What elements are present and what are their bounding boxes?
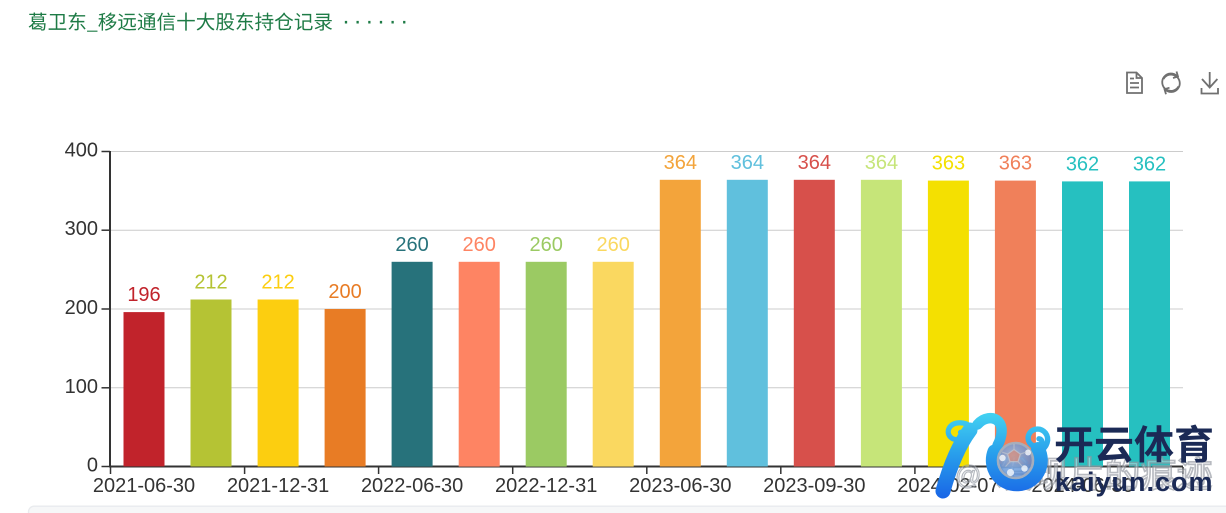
svg-text:200: 200 [65, 297, 98, 319]
svg-text:260: 260 [597, 234, 630, 256]
svg-text:212: 212 [194, 272, 227, 294]
svg-text:260: 260 [463, 234, 496, 256]
svg-text:212: 212 [261, 272, 294, 294]
svg-text:2023-09-30: 2023-09-30 [763, 475, 865, 497]
svg-text:kaiyun.com: kaiyun.com [1055, 467, 1214, 497]
svg-text:300: 300 [65, 218, 98, 240]
svg-text:362: 362 [1133, 153, 1166, 175]
svg-text:363: 363 [932, 153, 965, 175]
svg-text:· · · · · ·: · · · · · · [342, 8, 407, 35]
svg-text:2021-06-30: 2021-06-30 [93, 475, 195, 497]
svg-text:362: 362 [1066, 153, 1099, 175]
svg-text:2022-06-30: 2022-06-30 [361, 475, 463, 497]
svg-text:2022-12-31: 2022-12-31 [495, 475, 597, 497]
svg-text:100: 100 [65, 376, 98, 398]
svg-text:364: 364 [798, 152, 831, 174]
svg-text:364: 364 [865, 152, 898, 174]
svg-text:260: 260 [395, 234, 428, 256]
svg-text:196: 196 [127, 284, 160, 306]
svg-text:2023-06-30: 2023-06-30 [629, 475, 731, 497]
svg-text:363: 363 [999, 153, 1032, 175]
svg-text:200: 200 [328, 281, 361, 303]
svg-text:364: 364 [731, 152, 764, 174]
svg-text:400: 400 [65, 140, 98, 162]
svg-text:2021-12-31: 2021-12-31 [227, 475, 329, 497]
svg-text:364: 364 [664, 152, 697, 174]
svg-text:260: 260 [530, 234, 563, 256]
svg-text:0: 0 [87, 455, 98, 477]
